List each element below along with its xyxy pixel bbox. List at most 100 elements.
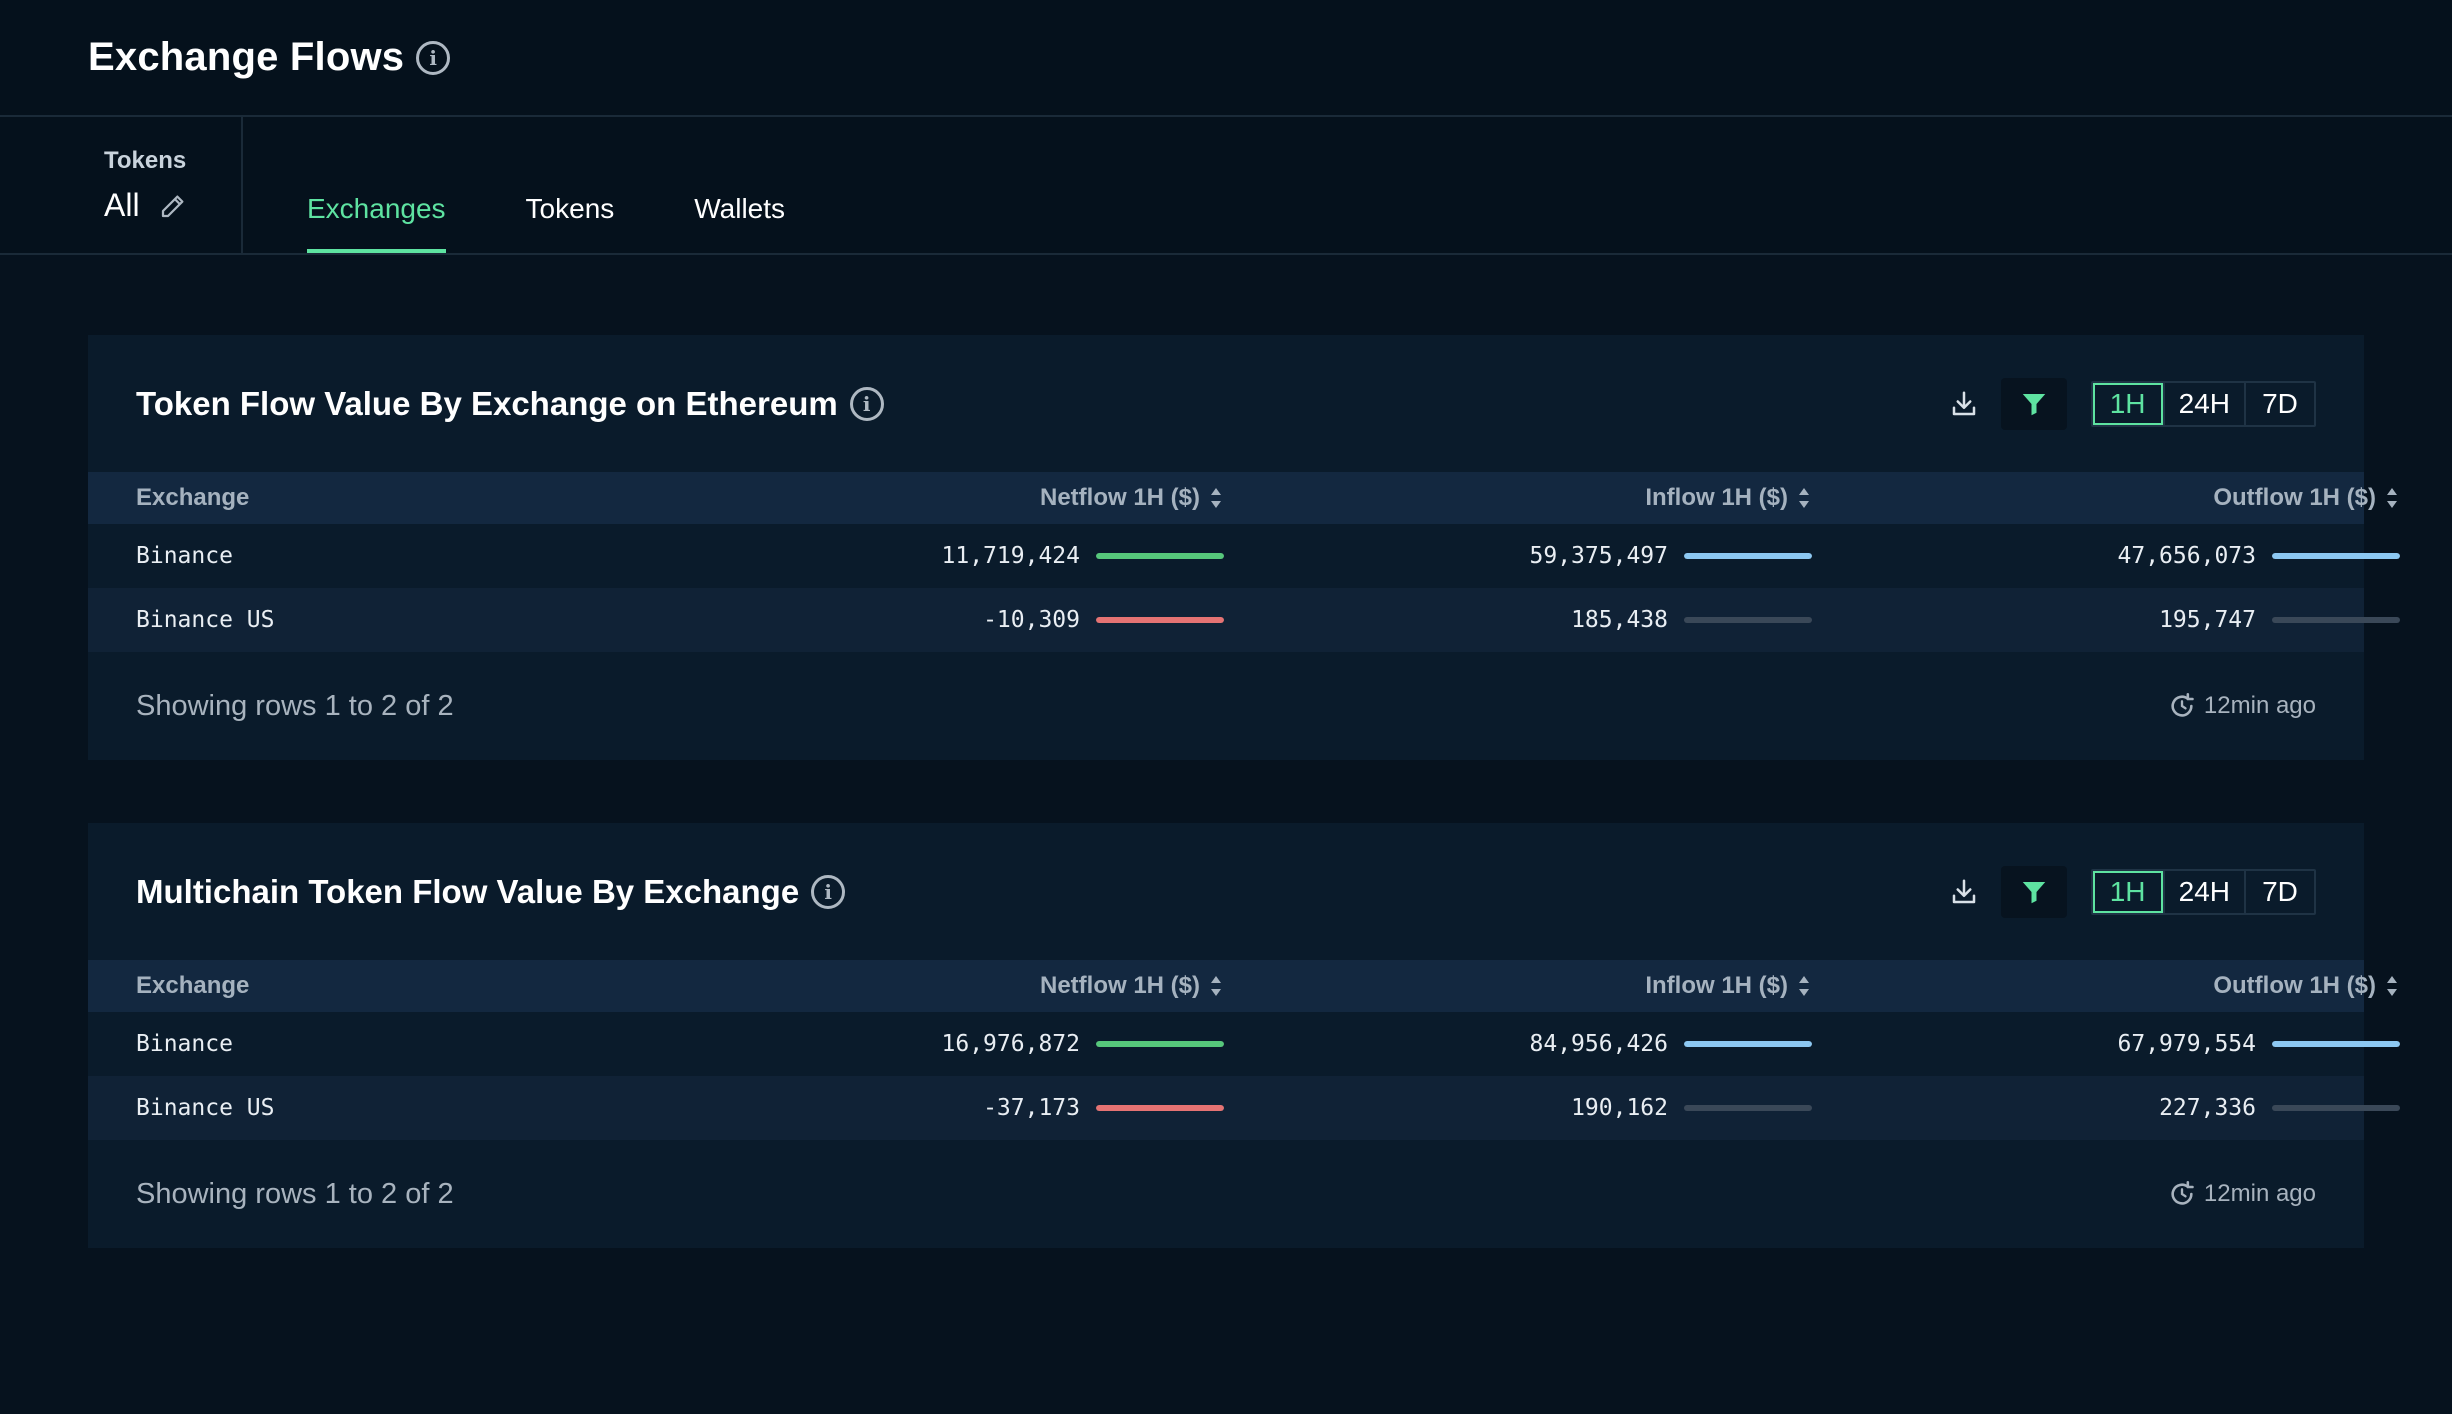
inflow-value: 190,162 (1571, 1095, 1668, 1121)
inflow-bar (1684, 1105, 1812, 1111)
netflow-cell: 16,976,872 (636, 1031, 1224, 1057)
table-header: Exchange Netflow 1H ($) Inflow 1H ($) Ou… (88, 472, 2397, 524)
last-updated[interactable]: 12min ago (2168, 692, 2316, 720)
netflow-value: 16,976,872 (941, 1031, 1080, 1057)
outflow-bar (2272, 617, 2400, 623)
last-updated[interactable]: 12min ago (2168, 1180, 2316, 1208)
download-button[interactable] (1931, 378, 1997, 430)
sort-icon[interactable] (1796, 485, 1812, 511)
flow-panel-multichain: Multichain Token Flow Value By Exchange … (88, 823, 2400, 1248)
column-header-label: Outflow 1H ($) (2213, 972, 2376, 999)
sort-icon[interactable] (1208, 485, 1224, 511)
column-header-netflow[interactable]: Netflow 1H ($) (636, 484, 1224, 512)
netflow-bar-fill (1096, 617, 1224, 623)
tab-tokens[interactable]: Tokens (525, 193, 615, 224)
outflow-bar (2272, 1041, 2400, 1047)
filter-icon (2022, 393, 2045, 415)
range-7d-button[interactable]: 7D (2244, 870, 2314, 913)
inflow-bar (1684, 553, 1812, 559)
pencil-icon[interactable] (158, 191, 188, 221)
panel-actions: 1H 24H 7D (1931, 377, 2316, 430)
range-24h-button[interactable]: 24H (2162, 870, 2244, 913)
netflow-cell: 11,719,424 (636, 543, 1224, 569)
outflow-cell: 47,656,073 (1812, 543, 2400, 569)
inflow-cell: 190,162 (1224, 1095, 1812, 1121)
inflow-value: 185,438 (1571, 607, 1668, 633)
panel-title: Multichain Token Flow Value By Exchange (136, 872, 800, 910)
refresh-icon[interactable] (2168, 1180, 2196, 1208)
netflow-bar (1096, 1105, 1224, 1111)
range-24h-button[interactable]: 24H (2162, 382, 2244, 425)
token-filter-value[interactable]: All (104, 187, 140, 223)
outflow-value: 227,336 (2159, 1095, 2256, 1121)
table-row[interactable]: Binance US -37,173 190,162 227,336 (88, 1076, 2400, 1140)
filter-button[interactable] (2000, 377, 2067, 430)
panel-title: Token Flow Value By Exchange on Ethereum (136, 384, 838, 422)
filter-tab-bar: Tokens All Exchanges Tokens Wallets (0, 117, 2452, 255)
netflow-bar (1096, 1041, 1224, 1047)
tab-exchanges[interactable]: Exchanges (307, 193, 446, 253)
last-updated-text: 12min ago (2203, 1180, 2316, 1207)
netflow-bar-fill (1096, 553, 1224, 559)
panel-header: Token Flow Value By Exchange on Ethereum… (88, 335, 2364, 472)
range-1h-button[interactable]: 1H (2092, 382, 2163, 425)
column-header-outflow[interactable]: Outflow 1H ($) (1812, 972, 2400, 1000)
table-row[interactable]: Binance 16,976,872 84,956,426 67,979,554 (88, 1012, 2400, 1076)
table-row[interactable]: Binance 11,719,424 59,375,497 47,656,073 (88, 524, 2400, 588)
column-header-exchange: Exchange (136, 484, 250, 511)
flow-panel-ethereum: Token Flow Value By Exchange on Ethereum… (88, 335, 2400, 760)
filter-button[interactable] (2000, 865, 2067, 918)
tab-wallets[interactable]: Wallets (694, 193, 786, 224)
netflow-value: -10,309 (983, 607, 1080, 633)
info-icon[interactable]: i (416, 40, 451, 75)
netflow-bar (1096, 617, 1224, 623)
inflow-bar (1684, 1041, 1812, 1047)
info-icon[interactable]: i (849, 386, 884, 421)
column-header-inflow[interactable]: Inflow 1H ($) (1224, 484, 1812, 512)
netflow-cell: -10,309 (636, 607, 1224, 633)
page-header: Exchange Flows i (0, 0, 2452, 117)
column-header-outflow[interactable]: Outflow 1H ($) (1812, 484, 2400, 512)
sort-icon[interactable] (2384, 485, 2400, 511)
download-icon (1952, 879, 1975, 903)
exchange-name: Binance US (136, 1095, 275, 1121)
time-range-selector: 1H 24H 7D (2090, 380, 2316, 427)
main-tabs: Exchanges Tokens Wallets (243, 117, 865, 253)
panel-actions: 1H 24H 7D (1931, 865, 2316, 918)
range-1h-button[interactable]: 1H (2092, 870, 2163, 913)
netflow-value: 11,719,424 (941, 543, 1080, 569)
inflow-cell: 185,438 (1224, 607, 1812, 633)
token-filter-label: Tokens (104, 147, 187, 174)
info-icon[interactable]: i (811, 874, 846, 909)
netflow-cell: -37,173 (636, 1095, 1224, 1121)
column-header-label: Netflow 1H ($) (1039, 484, 1200, 511)
netflow-bar-fill (1096, 1041, 1224, 1047)
time-range-selector: 1H 24H 7D (2090, 868, 2316, 915)
inflow-cell: 59,375,497 (1224, 543, 1812, 569)
netflow-bar-fill (1096, 1105, 1224, 1111)
column-header-label: Outflow 1H ($) (2213, 484, 2376, 511)
outflow-cell: 195,747 (1812, 607, 2400, 633)
column-header-netflow[interactable]: Netflow 1H ($) (636, 972, 1224, 1000)
token-filter-value-row[interactable]: All (104, 187, 241, 224)
rows-info: Showing rows 1 to 2 of 2 (136, 689, 454, 722)
table-header: Exchange Netflow 1H ($) Inflow 1H ($) Ou… (88, 960, 2397, 1012)
download-icon (1952, 391, 1975, 415)
range-7d-button[interactable]: 7D (2244, 382, 2314, 425)
sort-icon[interactable] (2384, 973, 2400, 999)
outflow-value: 67,979,554 (2117, 1031, 2256, 1057)
inflow-bar (1684, 617, 1812, 623)
column-header-inflow[interactable]: Inflow 1H ($) (1224, 972, 1812, 1000)
token-filter: Tokens All (0, 117, 243, 253)
sort-icon[interactable] (1796, 973, 1812, 999)
outflow-bar-fill (2272, 1041, 2400, 1047)
download-button[interactable] (1931, 866, 1997, 918)
inflow-bar-fill (1684, 553, 1812, 559)
outflow-value: 195,747 (2159, 607, 2256, 633)
filter-icon (2022, 881, 2045, 903)
column-header-label: Inflow 1H ($) (1645, 972, 1788, 999)
table-row[interactable]: Binance US -10,309 185,438 195,747 (88, 588, 2400, 652)
column-header-label: Inflow 1H ($) (1645, 484, 1788, 511)
refresh-icon[interactable] (2168, 692, 2196, 720)
sort-icon[interactable] (1208, 973, 1224, 999)
